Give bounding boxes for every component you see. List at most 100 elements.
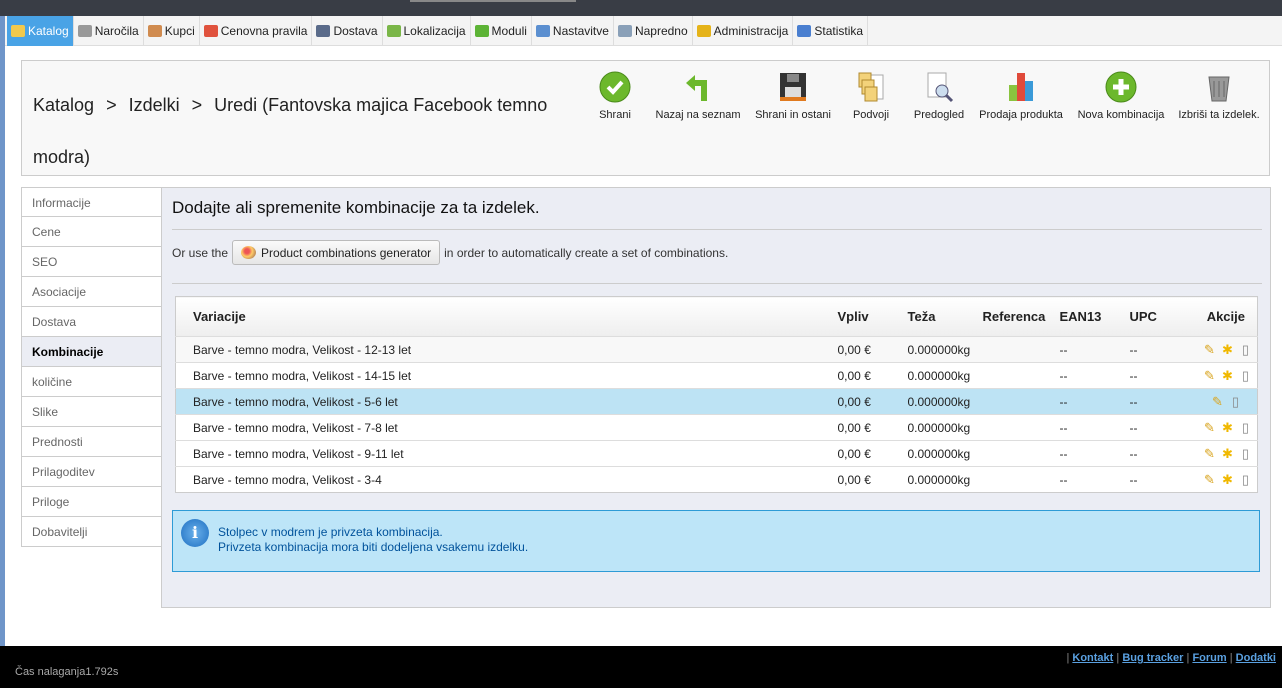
nav-tab-napredno[interactable]: Napredno — [614, 15, 693, 46]
table-row[interactable]: Barve - temno modra, Velikost - 7-8 let 0… — [175, 414, 1258, 441]
nav-tab-label: Napredno — [634, 23, 688, 38]
sidebar-item-količine[interactable]: količine — [21, 367, 162, 397]
sidebar-item-prilagoditev[interactable]: Prilagoditev — [21, 457, 162, 487]
duplicate-button[interactable]: Podvoji — [843, 71, 899, 121]
footer-link-forum[interactable]: Forum — [1192, 652, 1227, 664]
cell-reference — [982, 440, 1060, 467]
delete-icon[interactable]: ▯ — [1241, 445, 1250, 461]
sidebar-item-asociacije[interactable]: Asociacije — [21, 277, 162, 307]
main-nav: Katalog Naročila Kupci Cenovna pravila Dosta… — [5, 15, 1282, 46]
nav-tab-administracija[interactable]: Administracija — [693, 15, 794, 46]
toolbar-label: Podvoji — [852, 109, 890, 121]
back-arrow-button[interactable]: Nazaj na seznam — [645, 71, 751, 121]
nav-tab-label: Kupci — [164, 23, 195, 38]
delete-icon[interactable]: ▯ — [1231, 393, 1240, 409]
sidebar-item-informacije[interactable]: Informacije — [21, 187, 162, 217]
cell-weight: 0.000000kg — [907, 466, 983, 493]
back-arrow-icon — [682, 71, 714, 103]
cell-weight: 0.000000kg — [907, 414, 983, 441]
edit-icon[interactable]: ✎ — [1204, 367, 1215, 383]
plus-icon — [1105, 71, 1137, 103]
set-default-icon[interactable]: ✱ — [1222, 341, 1233, 357]
delete-icon[interactable]: ▯ — [1241, 471, 1250, 487]
delete-icon[interactable]: ▯ — [1241, 367, 1250, 383]
key-icon — [696, 24, 711, 37]
combinations-generator-button[interactable]: Product combinations generator — [232, 240, 441, 265]
toolbar-label: Predogled — [913, 109, 965, 121]
column-header: Vpliv — [837, 296, 908, 337]
nav-tab-label: Administracija — [713, 23, 789, 38]
nav-tab-label: Dostava — [333, 23, 378, 38]
info-box: i Stolpec v modrem je privzeta kombinaci… — [172, 510, 1260, 572]
cell-reference — [982, 466, 1060, 493]
set-default-icon[interactable]: ✱ — [1222, 419, 1233, 435]
nav-tab-moduli[interactable]: Moduli — [471, 15, 532, 46]
sidebar-item-dostava[interactable]: Dostava — [21, 307, 162, 337]
cell-reference — [982, 414, 1060, 441]
table-row[interactable]: Barve - temno modra, Velikost - 14-15 le… — [175, 362, 1258, 389]
check-button[interactable]: Shrani — [583, 71, 647, 121]
sidebar-item-dobavitelji[interactable]: Dobavitelji — [21, 517, 162, 547]
nav-tab-lokalizacija[interactable]: Lokalizacija — [383, 15, 471, 46]
cell-upc: -- — [1129, 388, 1190, 415]
cell-variation: Barve - temno modra, Velikost - 9-11 let — [175, 440, 838, 467]
nav-tab-naročila[interactable]: Naročila — [74, 15, 144, 46]
nav-tab-statistika[interactable]: Statistika — [793, 15, 869, 46]
edit-icon[interactable]: ✎ — [1204, 341, 1215, 357]
cell-actions: ✎ ✱ ▯ — [1189, 336, 1258, 363]
plus-button[interactable]: Nova kombinacija — [1067, 71, 1175, 121]
sidebar-item-prednosti[interactable]: Prednosti — [21, 427, 162, 457]
cell-variation: Barve - temno modra, Velikost - 12-13 le… — [175, 336, 838, 363]
cell-ean13: -- — [1059, 336, 1130, 363]
floppy-disk-button[interactable]: Shrani in ostani — [745, 71, 841, 121]
main-panel: Dodajte ali spremenite kombinacije za ta… — [161, 187, 1271, 608]
page-header: Katalog > Izdelki > Uredi (Fantovska majica … — [21, 60, 1270, 176]
table-row[interactable]: Barve - temno modra, Velikost - 9-11 let… — [175, 440, 1258, 467]
table-row[interactable]: Barve - temno modra, Velikost - 3-4 0,00 … — [175, 466, 1258, 493]
preview-button[interactable]: Predogled — [903, 71, 975, 121]
cell-variation: Barve - temno modra, Velikost - 5-6 let — [175, 388, 838, 415]
edit-icon[interactable]: ✎ — [1204, 419, 1215, 435]
nav-tab-cenovna pravila[interactable]: Cenovna pravila — [200, 15, 313, 46]
row-actions: ✎ ✱ ▯ — [1202, 472, 1253, 487]
footer-link-kontakt[interactable]: Kontakt — [1072, 652, 1114, 664]
sidebar-item-kombinacije[interactable]: Kombinacije — [21, 337, 162, 367]
sidebar-item-slike[interactable]: Slike — [21, 397, 162, 427]
trash-button[interactable]: Izbriši ta izdelek. — [1167, 71, 1271, 121]
wrench-icon — [617, 24, 632, 37]
table-row[interactable]: Barve - temno modra, Velikost - 12-13 le… — [175, 336, 1258, 363]
delete-icon[interactable]: ▯ — [1241, 419, 1250, 435]
cell-variation: Barve - temno modra, Velikost - 14-15 le… — [175, 362, 838, 389]
preview-icon — [923, 71, 955, 103]
edit-icon[interactable]: ✎ — [1204, 445, 1215, 461]
bar-chart-button[interactable]: Prodaja produkta — [969, 71, 1073, 121]
sidebar-item-priloge[interactable]: Priloge — [21, 487, 162, 517]
toolbar-label: Shrani — [599, 109, 631, 121]
cart-icon — [77, 24, 92, 37]
footer-link-dodatki[interactable]: Dodatki — [1235, 652, 1276, 664]
crumb-izdelki[interactable]: Izdelki — [128, 95, 180, 115]
user-icon — [147, 24, 162, 37]
trash-icon — [1203, 71, 1235, 103]
nav-tab-katalog[interactable]: Katalog — [7, 15, 74, 46]
sidebar-item-cene[interactable]: Cene — [21, 217, 162, 247]
delete-icon[interactable]: ▯ — [1241, 341, 1250, 357]
info-icon: i — [181, 519, 209, 547]
cell-impact: 0,00 € — [837, 388, 908, 415]
set-default-icon[interactable]: ✱ — [1222, 367, 1233, 383]
nav-tab-kupci[interactable]: Kupci — [144, 15, 200, 46]
crumb-katalog[interactable]: Katalog — [33, 95, 95, 115]
cell-weight: 0.000000kg — [907, 388, 983, 415]
nav-tab-nastavitve[interactable]: Nastavitve — [532, 15, 614, 46]
sidebar-item-seo[interactable]: SEO — [21, 247, 162, 277]
table-row[interactable]: Barve - temno modra, Velikost - 5-6 let 0… — [175, 388, 1258, 415]
edit-icon[interactable]: ✎ — [1212, 393, 1223, 409]
cell-ean13: -- — [1059, 414, 1130, 441]
nav-tab-dostava[interactable]: Dostava — [312, 15, 383, 46]
row-actions: ✎ ✱ ▯ — [1202, 446, 1253, 461]
set-default-icon[interactable]: ✱ — [1222, 471, 1233, 487]
top-search-field[interactable] — [410, 0, 576, 2]
edit-icon[interactable]: ✎ — [1204, 471, 1215, 487]
footer-link-bug-tracker[interactable]: Bug tracker — [1122, 652, 1184, 664]
set-default-icon[interactable]: ✱ — [1222, 445, 1233, 461]
